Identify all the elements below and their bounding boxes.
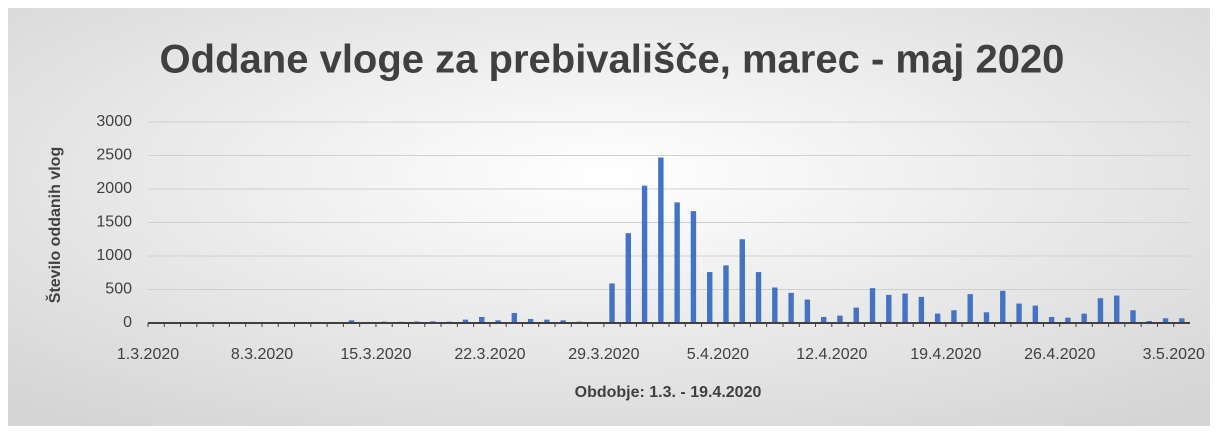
x-tick-label: 3.5.2020 xyxy=(1143,346,1205,363)
y-tick-label: 2000 xyxy=(96,180,132,197)
bar xyxy=(820,316,827,323)
y-tick-label: 2500 xyxy=(96,147,132,164)
bar xyxy=(479,316,485,323)
bar xyxy=(658,157,664,323)
bar xyxy=(886,294,892,323)
bar xyxy=(1146,320,1152,323)
bar xyxy=(674,202,680,323)
bar xyxy=(983,312,990,323)
y-tick-label: 1000 xyxy=(96,247,132,264)
y-tick-label: 1500 xyxy=(96,214,132,231)
bar xyxy=(462,319,469,323)
bar xyxy=(560,320,566,323)
bar xyxy=(544,319,550,323)
bar xyxy=(951,310,957,323)
bar xyxy=(1081,313,1087,323)
bar xyxy=(1162,318,1169,323)
bar xyxy=(625,233,631,323)
bar xyxy=(853,307,859,323)
bar xyxy=(739,239,745,323)
bar xyxy=(1000,290,1006,323)
bar xyxy=(495,320,501,323)
x-tick-label: 1.3.2020 xyxy=(117,346,179,363)
y-tick-label: 0 xyxy=(123,314,132,331)
bar xyxy=(1097,298,1104,323)
chart-title: Oddane vloge za prebivališče, marec - ma… xyxy=(160,38,1065,82)
bar xyxy=(837,315,843,323)
bar xyxy=(918,296,925,323)
x-tick-label: 15.3.2020 xyxy=(340,346,411,363)
bar xyxy=(1048,316,1055,323)
x-tick-label: 8.3.2020 xyxy=(231,346,293,363)
x-tick-label: 22.3.2020 xyxy=(454,346,525,363)
bar xyxy=(348,320,355,323)
bar xyxy=(707,272,713,323)
bar xyxy=(1179,318,1185,323)
bar xyxy=(967,294,973,323)
bar xyxy=(690,211,697,323)
bar xyxy=(527,318,534,323)
x-tick-label: 12.4.2020 xyxy=(796,346,867,363)
bar xyxy=(934,313,941,323)
x-tick-label: 29.3.2020 xyxy=(568,346,639,363)
bar xyxy=(1065,317,1071,323)
bar xyxy=(723,265,729,323)
chart-background xyxy=(8,8,1210,426)
bar xyxy=(772,287,778,323)
y-tick-label: 3000 xyxy=(96,113,132,130)
bar xyxy=(804,299,811,323)
y-axis-title: Število oddanih vlog xyxy=(45,147,64,303)
bar xyxy=(1032,305,1039,323)
bar xyxy=(788,292,794,323)
x-tick-label: 19.4.2020 xyxy=(910,346,981,363)
bar xyxy=(641,185,648,323)
bar xyxy=(755,272,762,323)
x-axis-title: Obdobje: 1.3. - 19.4.2020 xyxy=(575,384,762,401)
x-tick-label: 5.4.2020 xyxy=(687,346,749,363)
bar xyxy=(609,283,615,323)
y-tick-label: 500 xyxy=(105,281,132,298)
bar xyxy=(1016,303,1022,323)
bar xyxy=(869,288,876,323)
bar xyxy=(511,312,518,323)
bar xyxy=(902,293,908,323)
bar xyxy=(1130,310,1136,323)
x-tick-label: 26.4.2020 xyxy=(1024,346,1095,363)
bar xyxy=(1114,295,1120,323)
